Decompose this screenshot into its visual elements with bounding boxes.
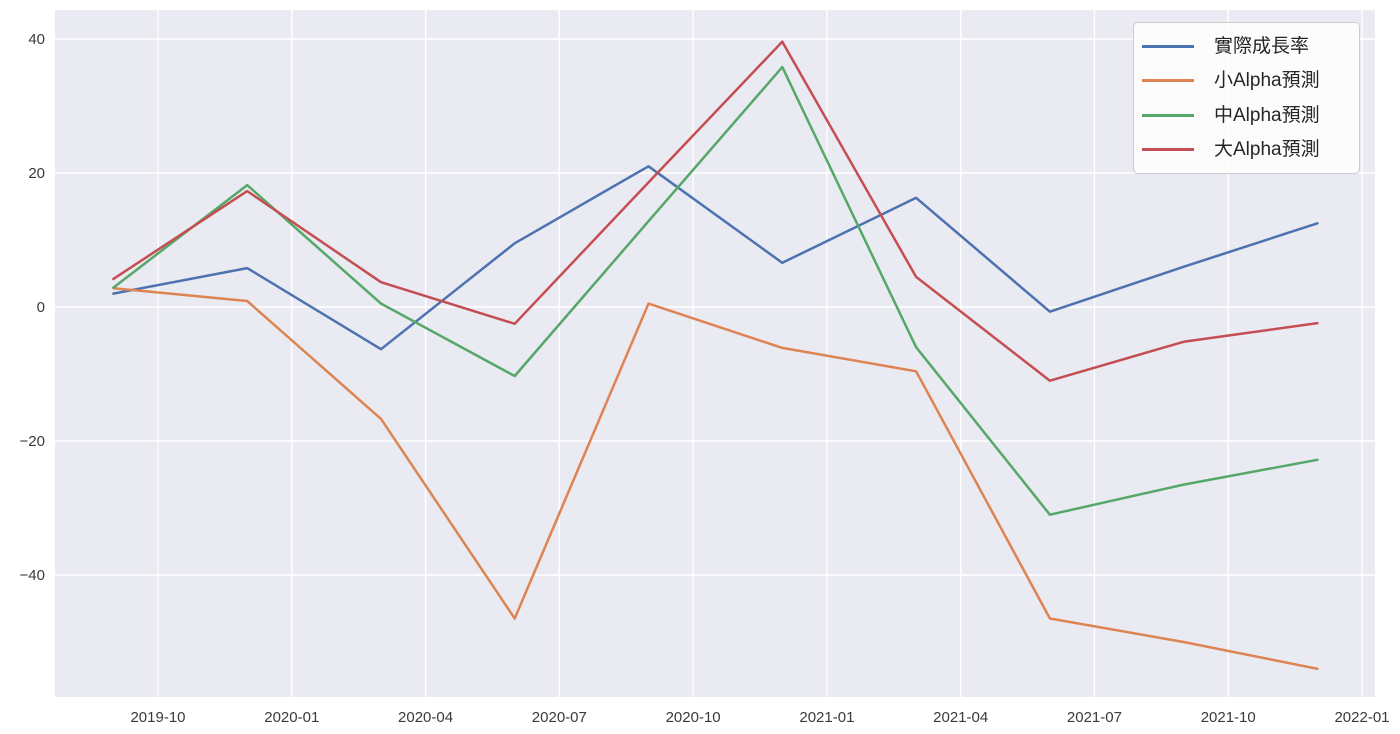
series-lines (112, 40, 1319, 671)
legend-line-swatch (1142, 113, 1194, 117)
legend-item: 大Alpha預測 (1142, 140, 1351, 159)
series-line-0 (112, 165, 1319, 351)
gridlines (55, 10, 1375, 697)
legend-line-swatch (1142, 44, 1194, 48)
y-tick-label-3: −20 (20, 433, 45, 450)
x-tick-label-6: 2021-04 (933, 709, 988, 726)
y-tick-label-4: −40 (20, 567, 45, 584)
x-tick-label-8: 2021-10 (1201, 709, 1256, 726)
legend-label: 實際成長率 (1214, 35, 1310, 57)
legend-label: 中Alpha預測 (1214, 104, 1320, 126)
x-tick-label-0: 2019-10 (130, 709, 185, 726)
x-tick-label-1: 2020-01 (264, 709, 319, 726)
x-axis-tick-labels: 2019-10 2020-01 2020-04 2020-07 2020-10 2021-… (130, 709, 1389, 726)
legend-line-swatch (1142, 79, 1194, 83)
legend-label: 小Alpha預測 (1214, 70, 1320, 92)
y-tick-label-1: 20 (28, 165, 45, 182)
series-line-2 (112, 65, 1319, 516)
series-line-3 (112, 40, 1319, 382)
x-tick-label-2: 2020-04 (398, 709, 453, 726)
x-tick-label-7: 2021-07 (1067, 709, 1122, 726)
y-tick-label-0: 40 (28, 31, 45, 48)
y-axis-tick-labels: 40 20 0 −20 −40 (20, 31, 45, 584)
x-tick-label-4: 2020-10 (666, 709, 721, 726)
legend: 實際成長率小Alpha預測 中Alpha預測 大Alpha預測 (1133, 22, 1360, 174)
legend-line-swatch (1142, 148, 1194, 152)
x-tick-label-3: 2020-07 (532, 709, 587, 726)
y-tick-label-2: 0 (37, 299, 45, 316)
x-tick-label-9: 2022-01 (1334, 709, 1389, 726)
series-line-1 (112, 286, 1319, 671)
legend-item: 中Alpha預測 (1142, 106, 1351, 125)
legend-item: 實際成長率 (1142, 37, 1351, 56)
legend-item: 小Alpha預測 (1142, 71, 1351, 90)
legend-label: 大Alpha預測 (1214, 139, 1320, 161)
x-tick-label-5: 2021-01 (799, 709, 854, 726)
